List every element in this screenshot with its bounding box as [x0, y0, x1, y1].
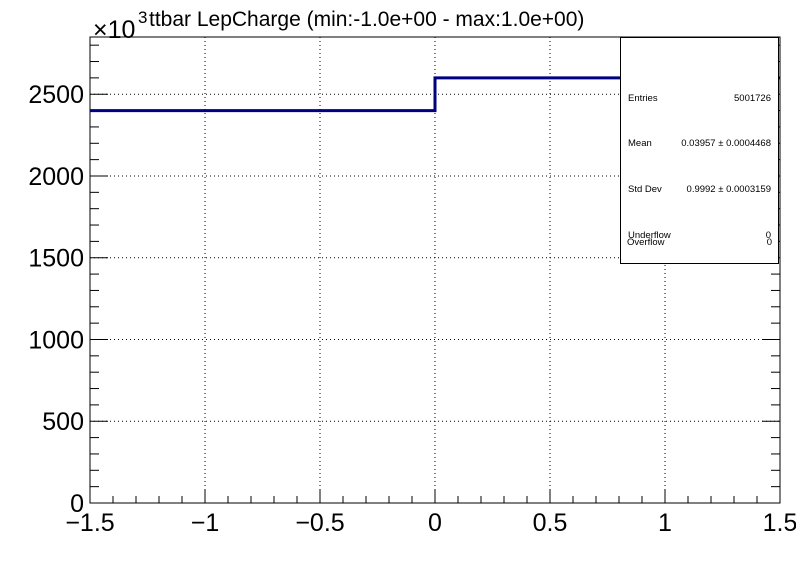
stats-label: Std Dev — [628, 184, 662, 195]
stats-row-std-dev: Std Dev 0.9992 ± 0.0003159 — [628, 184, 771, 198]
stats-row-entries: Entries 5001726 — [628, 93, 771, 107]
histogram-line — [90, 76, 780, 113]
y-tick-label: 2500 — [28, 81, 84, 109]
stats-row-underflow: Underflow 0 — [628, 230, 771, 244]
stats-box: Entries 5001726 Mean 0.03957 ± 0.0004468… — [620, 37, 779, 264]
stats-value: 0.9992 ± 0.0003159 — [686, 184, 771, 195]
stats-value: 0 — [766, 237, 772, 248]
y-tick-label: 1500 — [28, 245, 84, 273]
y-exponent-power: 3 — [138, 8, 147, 27]
y-tick-label: 2000 — [28, 163, 84, 191]
x-tick-label: 1.5 — [763, 509, 796, 537]
x-tick-label: −0.5 — [295, 509, 344, 537]
stats-row-mean: Mean 0.03957 ± 0.0004468 — [628, 138, 771, 152]
stats-label: Underflow — [628, 230, 671, 241]
y-tick-label: 500 — [42, 408, 84, 436]
y-exponent-label: ×10 — [93, 16, 135, 44]
x-tick-label: 1 — [658, 509, 672, 537]
y-tick-label: 1000 — [28, 326, 84, 354]
stats-value: 0 — [765, 230, 771, 241]
y-tick-label: 0 — [70, 490, 84, 518]
chart-title: ttbar LepCharge (min:-1.0e+00 - max:1.0e… — [149, 8, 584, 31]
stats-label: Mean — [628, 138, 652, 149]
x-tick-label: 0 — [428, 509, 442, 537]
stats-row-overflow: Overflow 0 — [627, 237, 772, 251]
stats-value: 5001726 — [734, 93, 771, 104]
stats-label: Entries — [628, 93, 658, 104]
x-tick-label: −1 — [191, 509, 220, 537]
stats-label: Overflow — [627, 237, 665, 248]
stats-value: 0.03957 ± 0.0004468 — [681, 138, 771, 149]
x-tick-label: 0.5 — [533, 509, 568, 537]
x-tick-label: −1.5 — [65, 509, 114, 537]
